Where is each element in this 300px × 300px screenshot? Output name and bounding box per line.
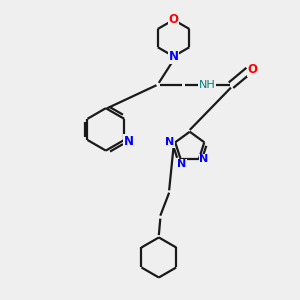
Text: N: N bbox=[124, 135, 134, 148]
Text: O: O bbox=[247, 63, 257, 76]
Text: N: N bbox=[165, 137, 175, 147]
Text: NH: NH bbox=[199, 80, 216, 90]
Text: N: N bbox=[177, 159, 186, 170]
Text: O: O bbox=[169, 13, 178, 26]
Text: N: N bbox=[169, 50, 178, 64]
Text: N: N bbox=[200, 154, 209, 164]
